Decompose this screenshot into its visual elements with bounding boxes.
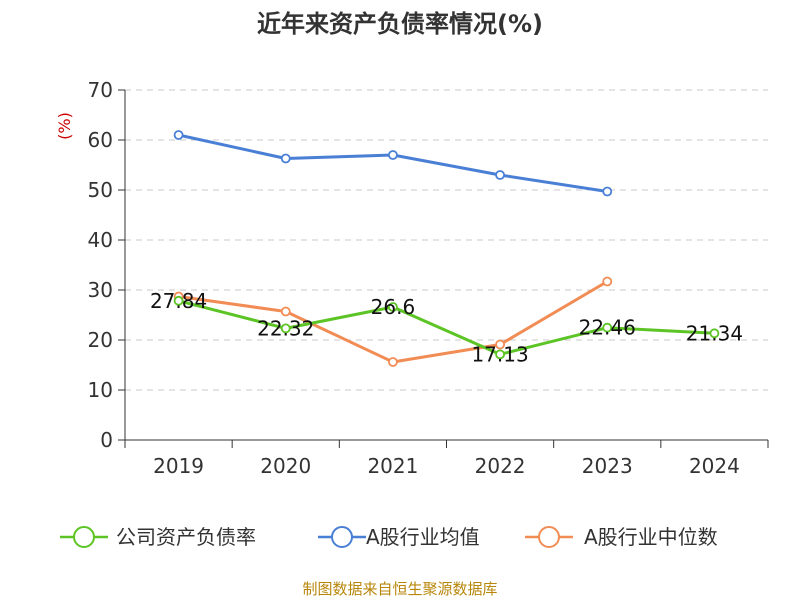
data-point <box>388 302 398 312</box>
y-tick-label: 70 <box>88 78 113 102</box>
series-layer <box>173 130 720 367</box>
y-tick-label: 40 <box>88 228 113 252</box>
data-point <box>280 153 291 164</box>
axes: 0 10 20 30 40 50 60 70 2019 2020 2021 2022 2023 2024 <box>88 78 769 478</box>
data-label: 26.6 <box>371 295 416 319</box>
grid-lines <box>125 89 768 391</box>
x-tick-label: 2019 <box>153 454 204 478</box>
x-tick-label: 2024 <box>689 454 740 478</box>
y-tick-label: 30 <box>88 278 113 302</box>
series-2 <box>173 276 613 367</box>
data-labels-layer: 27.84 22.32 26.6 17.13 22.46 21.34 <box>150 289 743 367</box>
legend-swatch-marker <box>538 526 560 548</box>
series-0 <box>173 295 720 360</box>
data-label: 21.34 <box>686 321 743 345</box>
data-point <box>602 186 613 197</box>
data-label: 22.46 <box>579 316 636 340</box>
legend-swatch-marker <box>73 526 95 548</box>
data-point <box>280 323 291 334</box>
x-tick-label: 2022 <box>475 454 526 478</box>
legend-swatch-marker <box>331 526 353 548</box>
series-line-2 <box>178 280 609 364</box>
legend-item-2: A股行业中位数 <box>525 525 718 549</box>
data-point <box>173 295 184 306</box>
data-point <box>280 306 291 317</box>
data-point <box>709 328 720 339</box>
legend-item-1: A股行业均值 <box>318 525 480 549</box>
legend-label: A股行业均值 <box>366 525 480 549</box>
data-label: 22.32 <box>257 316 314 340</box>
legend-item-0: 公司资产负债率 <box>60 525 256 549</box>
data-label: 17.13 <box>471 342 528 366</box>
x-tick-label: 2023 <box>582 454 633 478</box>
series-line-1 <box>178 133 608 193</box>
x-tick-label: 2021 <box>367 454 418 478</box>
data-point <box>495 170 505 180</box>
data-point <box>388 357 398 367</box>
data-point <box>388 150 398 160</box>
y-tick-label: 50 <box>88 178 113 202</box>
y-tick-label: 60 <box>88 128 113 152</box>
legend-label: 公司资产负债率 <box>116 525 256 549</box>
data-point <box>173 130 184 140</box>
y-tick-label: 10 <box>88 378 113 402</box>
y-tick-label: 0 <box>100 428 113 452</box>
data-point <box>495 349 505 360</box>
legend-label: A股行业中位数 <box>584 525 718 549</box>
data-point <box>602 322 613 333</box>
data-point <box>602 276 613 287</box>
data-point <box>495 339 505 350</box>
series-line-0 <box>178 299 715 356</box>
y-tick-label: 20 <box>88 328 113 352</box>
x-tick-label: 2020 <box>260 454 311 478</box>
data-label: 27.84 <box>150 289 207 313</box>
source-note: 制图数据来自恒生聚源数据库 <box>302 580 497 598</box>
legend: 公司资产负债率 A股行业均值 A股行业中位数 <box>60 525 718 549</box>
y-axis-unit-label: (%) <box>55 112 74 140</box>
series-1 <box>173 130 613 197</box>
chart-title: 近年来资产负债率情况(%) <box>257 10 543 38</box>
